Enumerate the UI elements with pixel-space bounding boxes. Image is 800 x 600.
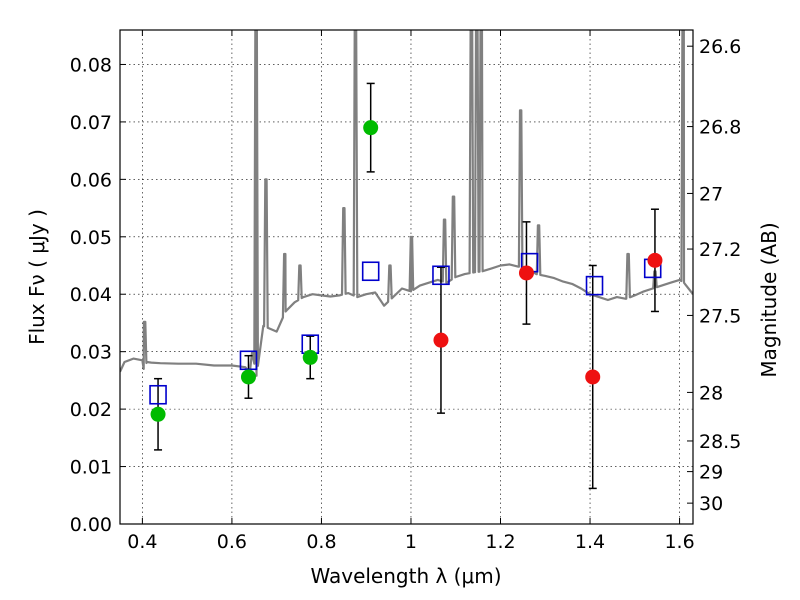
right-tick-label: 28.5	[699, 431, 741, 453]
data-markers	[149, 120, 663, 422]
right-tick-label: 26.8	[699, 117, 741, 139]
data-point	[150, 406, 166, 422]
data-point	[518, 265, 534, 281]
grid	[120, 30, 693, 525]
data-point	[363, 120, 379, 136]
right-tick-label: 27.2	[699, 239, 741, 261]
axis-ticks	[120, 30, 693, 525]
right-tick-label: 29	[699, 462, 723, 484]
y-tick-label: 0.03	[70, 342, 112, 364]
y-tick-label: 0.07	[70, 112, 112, 134]
y-tick-label: 0.01	[70, 457, 112, 479]
y-tick-label: 0.05	[70, 227, 112, 249]
tick-labels: 0.4 0.6 0.8 1 1.2 1.4 1.6 0.00 0.01 0.02 0.03 0.04 0…	[70, 36, 742, 553]
right-axis-label: Magnitude (AB)	[757, 222, 781, 377]
data-point	[302, 349, 318, 365]
x-tick-label: 1	[405, 531, 417, 553]
x-tick-label: 0.6	[217, 531, 247, 553]
model-square-marker	[585, 275, 604, 296]
y-tick-label: 0.08	[70, 54, 112, 76]
y-tick-label: 0.04	[70, 284, 112, 306]
model-spectrum	[120, 30, 693, 377]
y-axis-label: Flux Fν ( μJy )	[25, 209, 49, 345]
x-tick-label: 1.6	[664, 531, 694, 553]
model-square-marker	[361, 261, 380, 282]
model-square-marker	[432, 265, 450, 286]
y-tick-label: 0.00	[70, 514, 112, 536]
y-tick-label: 0.06	[70, 169, 112, 191]
model-square-marker	[149, 384, 167, 405]
x-tick-label: 0.8	[306, 531, 336, 553]
x-axis-label: Wavelength λ (μm)	[310, 564, 501, 588]
x-tick-label: 0.4	[127, 531, 157, 553]
right-tick-label: 27.5	[699, 305, 741, 327]
data-point	[433, 332, 449, 348]
data-point	[585, 369, 601, 385]
data-point	[240, 369, 256, 385]
data-point	[647, 252, 663, 268]
y-tick-label: 0.02	[70, 399, 112, 421]
right-tick-label: 30	[699, 493, 723, 515]
x-tick-label: 1.4	[575, 531, 605, 553]
model-square-marker	[239, 350, 258, 371]
right-tick-label: 27	[699, 183, 723, 205]
right-tick-label: 26.6	[699, 36, 741, 58]
spectrum-line	[120, 30, 693, 377]
right-tick-label: 28	[699, 382, 723, 404]
x-tick-label: 1.2	[485, 531, 515, 553]
error-bars	[154, 82, 659, 490]
plot-frame	[119, 29, 694, 525]
